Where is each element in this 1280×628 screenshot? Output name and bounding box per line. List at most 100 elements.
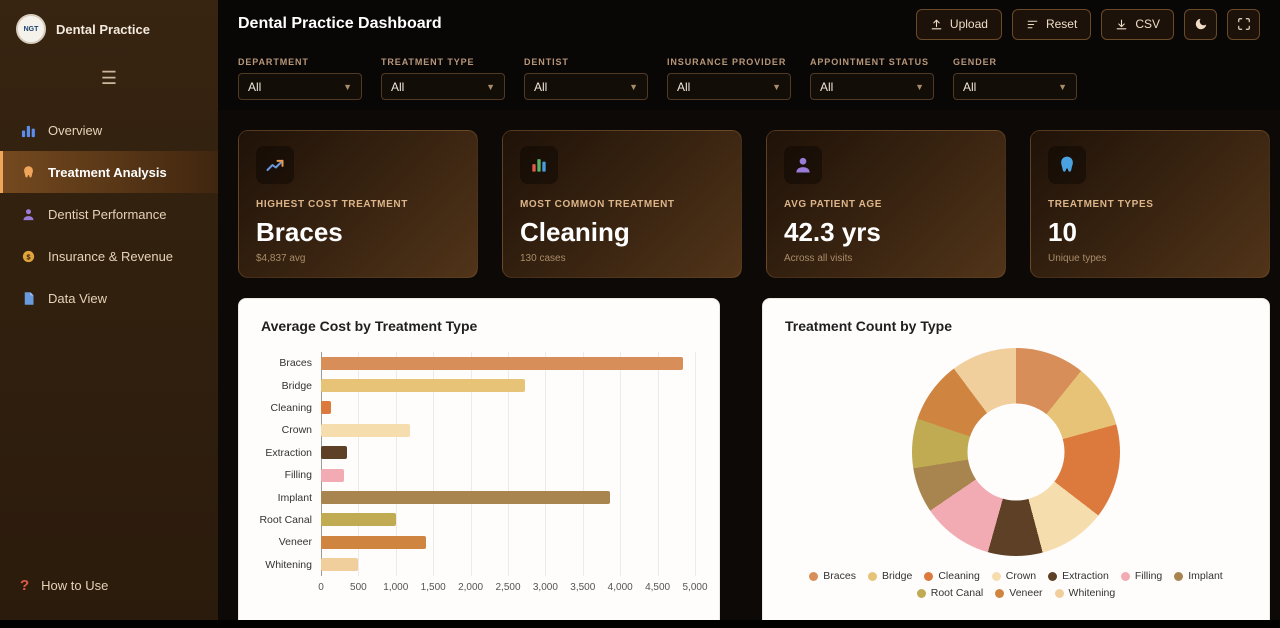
bar-category-label: Whitening (265, 558, 312, 571)
legend-label: Filling (1134, 570, 1163, 582)
filter-insurance-provider: INSURANCE PROVIDER All ▼ (667, 57, 791, 110)
x-tick-label: 3,000 (532, 582, 558, 593)
chart-title: Average Cost by Treatment Type (261, 318, 478, 334)
select-value: All (677, 79, 691, 94)
bar[interactable] (321, 446, 348, 460)
kpi-value: 42.3 yrs (784, 217, 881, 247)
bar-plot-wrap: 0 500 1,000 1,500 2,000 2,500 3,000 3,500 4,000 4… (318, 352, 708, 602)
bar[interactable] (321, 468, 345, 482)
x-tick-label: 3,500 (570, 582, 596, 593)
filter-label: DEPARTMENT (238, 57, 309, 67)
gridline (582, 352, 584, 576)
sidebar-item-insurance-revenue[interactable]: $ Insurance & Revenue (0, 235, 218, 277)
legend-dot (809, 571, 819, 581)
bar[interactable] (321, 423, 410, 437)
line-chart-icon (256, 146, 294, 184)
kpi-sub: Across all visits (784, 253, 853, 264)
reset-icon (1026, 18, 1039, 31)
reset-button[interactable]: Reset (1011, 8, 1092, 40)
treatment-type-select[interactable]: All ▼ (381, 73, 505, 100)
legend-item[interactable]: Whitening (1054, 587, 1115, 599)
csv-download-button[interactable]: CSV (1101, 8, 1174, 40)
hamburger-menu-icon[interactable]: ☰ (100, 68, 118, 88)
gridline (545, 352, 547, 576)
legend-item[interactable]: Root Canal (916, 587, 984, 599)
department-select[interactable]: All ▼ (238, 73, 362, 100)
bar-category-label: Crown (281, 424, 312, 437)
bar-row (321, 397, 695, 419)
chevron-down-icon: ▼ (1058, 81, 1067, 92)
gender-select[interactable]: All ▼ (953, 73, 1077, 100)
brand-name: Dental Practice (56, 21, 150, 37)
bar[interactable] (321, 379, 526, 393)
kpi-value: 10 (1048, 217, 1077, 247)
legend-dot (1120, 571, 1130, 581)
insurance-provider-select[interactable]: All ▼ (667, 73, 791, 100)
select-value: All (820, 79, 834, 94)
theme-toggle-button[interactable] (1184, 8, 1217, 40)
legend-dot (1048, 571, 1058, 581)
brand-logo: NGT (16, 14, 46, 44)
x-tick-label: 0 (318, 582, 324, 593)
fullscreen-button[interactable] (1227, 8, 1260, 40)
chevron-down-icon: ▼ (915, 81, 924, 92)
filter-label: GENDER (953, 57, 997, 67)
kpi-highest-cost-treatment: HIGHEST COST TREATMENT Braces $4,837 avg (238, 130, 478, 278)
legend-item[interactable]: Cleaning (924, 570, 980, 582)
appointment-status-select[interactable]: All ▼ (810, 73, 934, 100)
sidebar-item-treatment-analysis[interactable]: Treatment Analysis (0, 151, 218, 193)
bar-category-label: Implant (277, 491, 312, 504)
legend-item[interactable]: Implant (1174, 570, 1223, 582)
sidebar-item-overview[interactable]: Overview (0, 109, 218, 151)
bar-category-label: Filling (284, 469, 312, 482)
legend-item[interactable]: Crown (991, 570, 1036, 582)
legend-label: Veneer (1009, 587, 1043, 599)
bar[interactable] (321, 356, 683, 370)
tooth-icon (1048, 146, 1086, 184)
chevron-down-icon: ▼ (629, 81, 638, 92)
legend-dot (916, 588, 926, 598)
sidebar-item-label: Insurance & Revenue (48, 248, 174, 264)
sidebar-item-how-to-use[interactable]: ? How to Use (0, 565, 218, 606)
sidebar-item-data-view[interactable]: Data View (0, 277, 218, 319)
upload-button[interactable]: Upload (915, 8, 1002, 40)
bar-row (321, 419, 695, 441)
donut-wrap (763, 348, 1269, 556)
patient-icon (784, 146, 822, 184)
bar[interactable] (321, 401, 332, 415)
kpi-label: MOST COMMON TREATMENT (520, 199, 675, 210)
sidebar-item-label: Dentist Performance (48, 206, 167, 222)
legend-dot (1054, 588, 1064, 598)
treatment-count-chart-card: Treatment Count by Type Braces Bridge Clea… (762, 298, 1270, 628)
legend-label: Extraction (1062, 570, 1109, 582)
legend-item[interactable]: Filling (1120, 570, 1163, 582)
sidebar-item-dentist-performance[interactable]: Dentist Performance (0, 193, 218, 235)
horizontal-scrollbar[interactable] (0, 620, 1280, 628)
bar-row (321, 352, 695, 374)
bar[interactable] (321, 513, 396, 527)
legend-item[interactable]: Bridge (867, 570, 912, 582)
legend-item[interactable]: Extraction (1048, 570, 1109, 582)
filter-bar: DEPARTMENT All ▼ TREATMENT TYPE All ▼ DE… (218, 48, 1280, 110)
legend-item[interactable]: Braces (809, 570, 856, 582)
header: Dental Practice Dashboard Upload Reset C… (218, 0, 1280, 48)
bar[interactable] (321, 535, 427, 549)
sidebar-item-label: How to Use (41, 578, 109, 593)
bar[interactable] (321, 558, 359, 572)
dentist-select[interactable]: All ▼ (524, 73, 648, 100)
legend-label: Root Canal (930, 587, 984, 599)
sidebar-item-label: Overview (48, 122, 103, 138)
bar[interactable] (321, 491, 611, 505)
kpi-row: HIGHEST COST TREATMENT Braces $4,837 avg… (238, 130, 1270, 278)
donut-chart[interactable] (912, 348, 1120, 556)
bar-row (321, 531, 695, 553)
legend-dot (924, 571, 934, 581)
legend-dot (1174, 571, 1184, 581)
bar-row (321, 442, 695, 464)
legend-item[interactable]: Veneer (995, 587, 1043, 599)
select-value: All (391, 79, 405, 94)
kpi-most-common-treatment: MOST COMMON TREATMENT Cleaning 130 cases (502, 130, 742, 278)
bar-row (321, 554, 695, 576)
brand: NGT Dental Practice (0, 0, 218, 54)
